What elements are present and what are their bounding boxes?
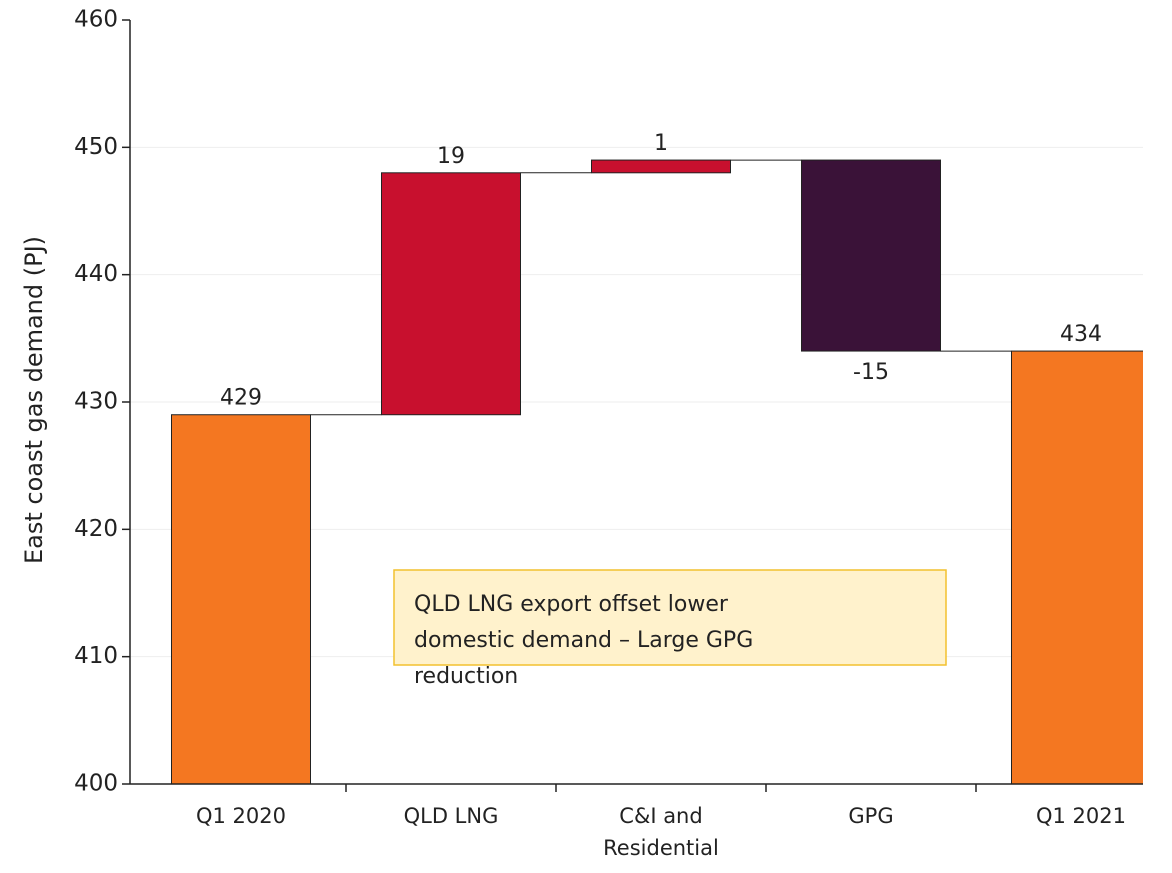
x-tick-label-box: C&I and Residential [603,804,719,860]
bar [171,414,311,785]
annotation-text: reduction [414,664,518,689]
y-tick-label: 410 [74,643,118,669]
data-label: -15 [853,360,889,385]
y-tick-label: 430 [74,389,118,415]
data-label: 434 [1060,322,1102,347]
y-tick-label: 420 [74,516,118,542]
annotation-text: QLD LNG export offset lower [414,592,729,617]
bar [591,159,731,174]
y-tick-label: 400 [74,771,118,797]
y-tick-label: 460 [74,7,118,33]
y-tick-label: 450 [74,134,118,160]
bar [801,159,941,352]
x-tick-label: Q1 2021 [1035,804,1126,828]
x-tick-label: GPG [848,804,894,828]
x-tick-label: C&I and Residential [603,804,719,860]
annotation-text: domestic demand – Large GPG [414,628,753,653]
bar [1011,350,1143,785]
y-axis-label: East coast gas demand (PJ) [20,236,48,564]
annotation-box [393,569,947,666]
x-tick-label-box: Q1 2020 [195,804,286,828]
data-label: 429 [220,386,262,411]
x-tick-label: QLD LNG [403,804,499,828]
x-tick-label-box: QLD LNG [403,804,499,828]
x-tick-label-box: Q1 2021 [1035,804,1126,828]
data-label: 19 [437,144,465,169]
data-label: 1 [654,131,668,156]
x-tick-label-box: GPG [848,804,894,828]
plot-area [130,146,1143,785]
x-tick-label: Q1 2020 [195,804,286,828]
bar [381,172,521,416]
y-tick-label: 440 [74,261,118,287]
